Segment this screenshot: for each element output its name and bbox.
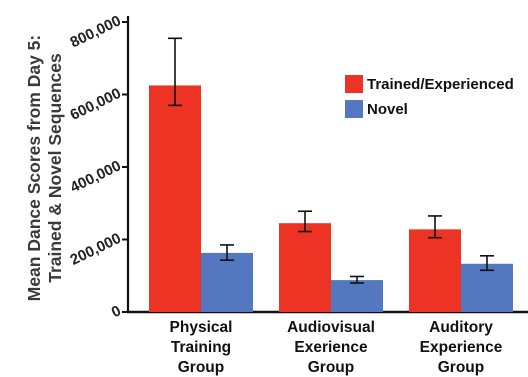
category-label-line: Experience (420, 339, 503, 356)
category-label: Audiovisual Exerience Group (287, 319, 375, 376)
category-labels: Physical Training Group Audiovisual Exerienc… (170, 319, 503, 376)
category-label-line: Group (178, 359, 225, 376)
y-axis-title: Mean Dance Scores from Day 5:Trained & N… (24, 35, 65, 302)
y-tick-label: 600,000 (68, 85, 124, 124)
category-label-line: Audiovisual (287, 319, 375, 336)
y-tick-label: 400,000 (68, 157, 124, 196)
bar (331, 280, 383, 312)
bar (461, 263, 513, 312)
y-axis-title-text: Mean Dance Scores from Day 5:Trained & N… (24, 35, 65, 302)
bar (409, 229, 461, 312)
legend-label: Novel (367, 101, 408, 118)
y-tick-label: 200,000 (68, 230, 124, 269)
bars (149, 85, 513, 312)
category-label-line: Physical (170, 319, 233, 336)
legend-swatch (345, 75, 363, 93)
category-label: Physical Training Group (170, 319, 233, 376)
legend: Trained/Experienced Novel (345, 75, 514, 118)
bar (149, 85, 201, 312)
legend-label: Trained/Experienced (367, 76, 514, 93)
bar (279, 223, 331, 312)
legend-swatch (345, 100, 363, 118)
y-axis-title-line-2: Trained & Novel Sequences (45, 53, 65, 283)
bar (201, 252, 253, 312)
category-label-line: Exerience (294, 339, 368, 356)
y-axis: 0 200,000 400,000 600,000 800,000 (68, 12, 130, 321)
category-label: Auditory Experience Group (420, 319, 503, 376)
category-label-line: Group (308, 359, 355, 376)
category-label-line: Training (171, 339, 231, 356)
category-label-line: Auditory (429, 319, 493, 336)
y-tick-label: 800,000 (68, 12, 124, 51)
y-axis-title-line-1: Mean Dance Scores from Day 5: (24, 35, 44, 302)
error-bars (168, 37, 494, 284)
category-label-line: Group (438, 359, 485, 376)
y-tick-label: 0 (109, 302, 124, 321)
